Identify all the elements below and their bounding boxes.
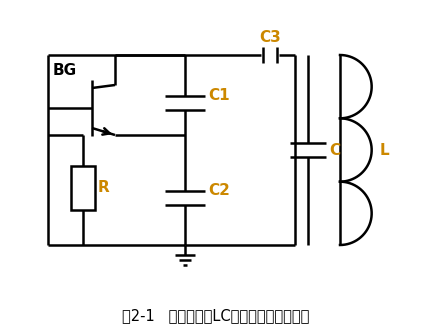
Bar (71, 165, 95, 209)
Text: BG: BG (53, 62, 77, 77)
Text: C1: C1 (208, 88, 229, 103)
Text: C3: C3 (258, 30, 280, 44)
Text: 图2-1   电容三点式LC振荡器交流等效电路: 图2-1 电容三点式LC振荡器交流等效电路 (122, 308, 308, 323)
Text: L: L (379, 142, 389, 157)
Text: C2: C2 (208, 183, 229, 198)
Text: C: C (328, 142, 339, 157)
Text: R: R (98, 180, 110, 195)
